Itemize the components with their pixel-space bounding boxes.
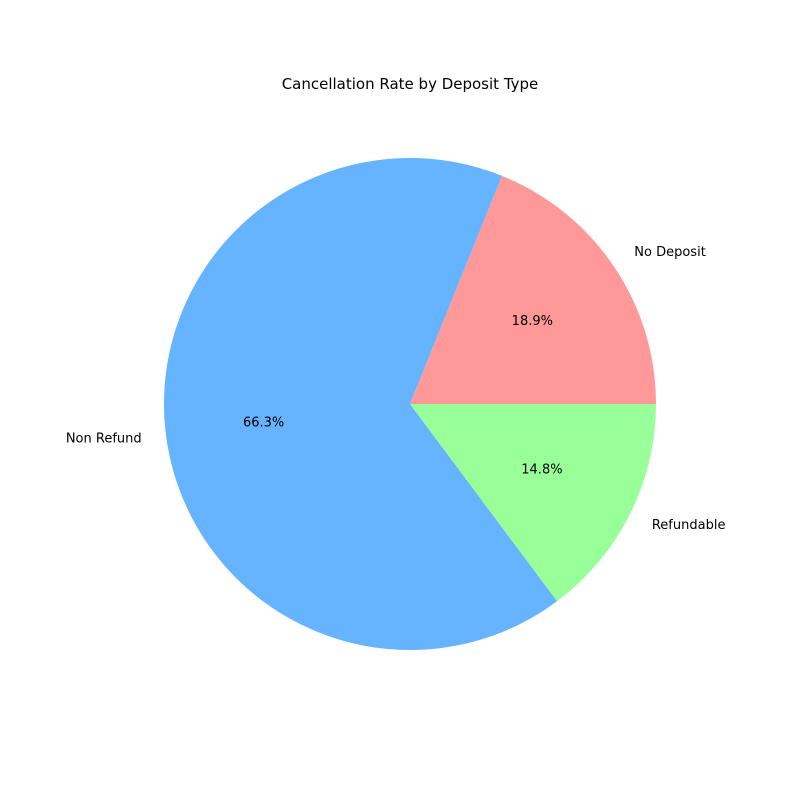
pie-slice-non-refund: [163, 158, 558, 651]
slice-label-no-deposit: No Deposit: [634, 245, 706, 260]
pie-slices: [163, 158, 656, 651]
pie-slice-refundable: [410, 404, 656, 602]
chart-title: Cancellation Rate by Deposit Type: [282, 75, 539, 93]
pie-slice-no-deposit: [410, 175, 656, 404]
pie-labels: No Deposit 18.9% Non Refund 66.3% Refundable…: [66, 245, 726, 533]
slice-percent-non-refund: 66.3%: [243, 415, 284, 430]
slice-percent-refundable: 14.8%: [521, 463, 562, 478]
slice-percent-no-deposit: 18.9%: [512, 314, 553, 329]
slice-label-refundable: Refundable: [652, 518, 726, 533]
slice-label-non-refund: Non Refund: [66, 431, 142, 446]
